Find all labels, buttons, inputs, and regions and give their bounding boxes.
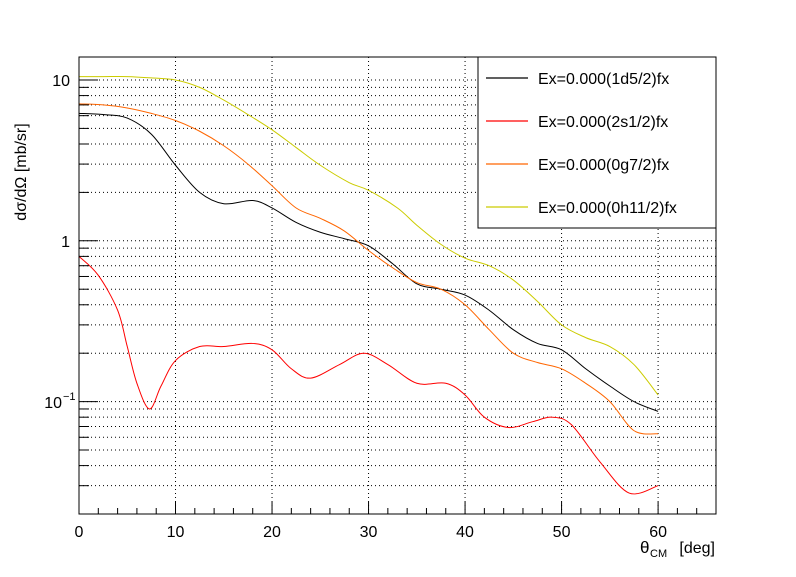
- x-axis-label-subscript: CM: [650, 548, 667, 560]
- series-line-3: [79, 75, 659, 396]
- series-line-2: [78, 103, 659, 435]
- legend-box: [477, 56, 717, 229]
- x-axis-label: θ CM [deg]: [640, 538, 715, 560]
- x-axis-label-unit: [deg]: [679, 540, 715, 557]
- curves: [78, 75, 659, 495]
- x-tick-label: 30: [360, 524, 378, 541]
- plot-frame: [78, 56, 717, 515]
- legend-label: Ex=0.000(1d5/2)fx: [538, 71, 669, 88]
- y-tick-label: 10: [44, 395, 62, 412]
- x-tick-label: 0: [75, 524, 84, 541]
- x-tick-label: 10: [167, 524, 185, 541]
- legend-label: Ex=0.000(2s1/2)fx: [538, 114, 668, 131]
- legend: Ex=0.000(1d5/2)fx Ex=0.000(2s1/2)fx Ex=0.0…: [477, 56, 717, 229]
- legend-label: Ex=0.000(0h11/2)fx: [538, 200, 677, 217]
- x-tick-labels: 0 10 20 30 40 50 60: [75, 524, 668, 541]
- x-tick-label: 60: [649, 524, 667, 541]
- legend-label: Ex=0.000(0g7/2)fx: [538, 157, 669, 174]
- x-tick-label: 20: [263, 524, 281, 541]
- y-axis-label: dσ/dΩ [mb/sr]: [13, 123, 30, 220]
- x-tick-label: 40: [456, 524, 474, 541]
- ticks: [78, 79, 717, 515]
- y-tick-label: 1: [61, 234, 70, 251]
- y-tick-label: 10: [52, 73, 70, 90]
- series-line-0: [78, 112, 659, 412]
- x-tick-label: 50: [553, 524, 571, 541]
- series-line-1: [78, 256, 659, 495]
- grid: [79, 57, 716, 515]
- x-axis-label-symbol: θ: [640, 538, 649, 557]
- y-tick-label-exponent: −1: [63, 391, 76, 403]
- y-tick-labels: 10 1 10 −1: [44, 73, 75, 412]
